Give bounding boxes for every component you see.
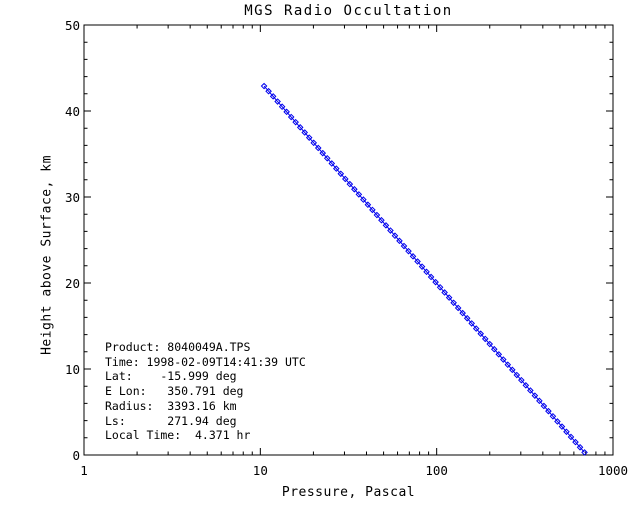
annotation-line-lat: Lat: -15.999 deg bbox=[105, 369, 237, 384]
y-tick-label-50: 50 bbox=[64, 18, 80, 33]
profile-markers bbox=[260, 82, 588, 456]
annotation-line-elon: E Lon: 350.791 deg bbox=[105, 384, 244, 399]
annotation-line-local-time: Local Time: 4.371 hr bbox=[105, 428, 251, 443]
minor-ticks bbox=[84, 25, 613, 455]
x-tick-label-10: 10 bbox=[252, 463, 268, 478]
annotation-line-time: Time: 1998-02-09T14:41:39 UTC bbox=[105, 354, 306, 369]
annotation-line-ls: Ls: 271.94 deg bbox=[105, 413, 237, 428]
x-axis-label: Pressure, Pascal bbox=[281, 485, 416, 500]
profile-line bbox=[263, 85, 585, 453]
y-tick-label-0: 0 bbox=[72, 448, 80, 463]
chart-title: MGS Radio Occultation bbox=[244, 3, 453, 19]
annotation-line-radius: Radius: 3393.16 km bbox=[105, 398, 237, 413]
y-tick-label-20: 20 bbox=[64, 276, 80, 291]
annotation-line-product: Product: 8040049A.TPS bbox=[105, 340, 251, 354]
axes-frame bbox=[83, 24, 614, 456]
metadata-annotation: Product: 8040049A.TPS Time: 1998-02-09T1… bbox=[105, 340, 306, 443]
x-tick-label-100: 100 bbox=[425, 463, 448, 478]
y-tick-label-30: 30 bbox=[64, 190, 80, 205]
y-tick-label-10: 10 bbox=[64, 362, 80, 377]
y-tick-label-40: 40 bbox=[64, 104, 80, 119]
major-ticks bbox=[83, 24, 614, 456]
x-tick-label-1: 1 bbox=[80, 463, 88, 478]
x-tick-label-1000: 1000 bbox=[597, 463, 629, 478]
